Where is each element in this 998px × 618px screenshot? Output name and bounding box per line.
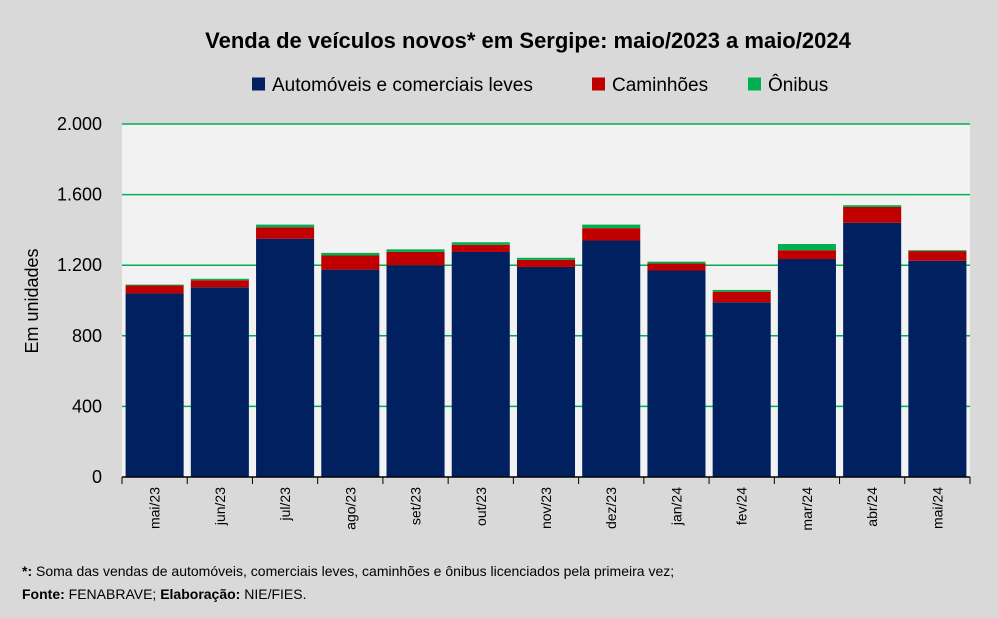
bar-segment-onibus [386,249,445,252]
y-tick-label: 1.600 [57,185,102,205]
axes [121,476,971,484]
x-tick-label: set/23 [408,487,424,525]
x-tick-label: out/23 [473,487,489,526]
footnote-note: *: Soma das vendas de automóveis, comerc… [22,563,674,579]
bar-segment-automoveis [451,251,510,477]
legend-swatch [592,77,605,91]
bar-segment-automoveis [843,222,902,477]
bar-segment-automoveis [777,259,836,477]
bar-segment-caminhoes [777,250,836,260]
legend-swatch [252,77,265,91]
bar-segment-caminhoes [647,263,706,271]
footnote-mark: *: [22,563,33,579]
legend-swatch [748,77,761,91]
legend: Automóveis e comerciais leves Caminhões Ôn… [252,74,828,96]
bar-segment-onibus [582,224,641,229]
x-tick-labels: mai/23 jun/23 jul/23 ago/23 set/23 out/23 nov/… [147,487,946,531]
bar-segment-caminhoes [125,285,184,294]
x-tick-label: abr/24 [864,487,880,527]
bar-segment-automoveis [321,269,380,477]
bar-segment-onibus [321,252,380,256]
bar-segment-caminhoes [451,244,510,252]
y-tick-label: 2.000 [57,114,102,134]
legend-label: Ônibus [768,74,828,96]
y-tick-labels: 0 400 800 1.200 1.600 2.000 [57,114,102,487]
x-tick-label: ago/23 [342,487,358,530]
y-tick-label: 400 [72,396,102,416]
y-tick-label: 0 [92,467,102,487]
x-tick-label: jan/24 [668,487,684,526]
bar-segment-automoveis [386,265,445,477]
bar-segment-automoveis [256,238,315,477]
x-tick-label: dez/23 [603,487,619,529]
legend-label: Caminhões [612,75,708,96]
bar-segment-onibus [516,257,576,260]
bar-segment-caminhoes [582,228,641,241]
bar-segment-caminhoes [712,291,771,303]
bar-segment-automoveis [190,287,249,477]
bar-segment-onibus [647,261,706,264]
x-tick-label: fev/24 [734,487,750,525]
x-tick-label: nov/23 [538,487,554,529]
y-tick-label: 1.200 [57,255,102,275]
legend-label: Automóveis e comerciais leves [272,75,533,96]
bar-segment-onibus [256,224,315,228]
bar-segment-caminhoes [843,206,902,223]
x-tick-label: mai/24 [929,487,945,529]
bar-segment-caminhoes [516,259,576,267]
source-label: Fonte: [22,586,65,602]
y-axis-label: Em unidades [22,248,42,353]
bars [125,205,967,477]
bar-segment-caminhoes [908,251,967,261]
footnote-source: Fonte: FENABRAVE; Elaboração: NIE/FIES. [22,586,306,602]
bar-segment-onibus [777,244,836,251]
bar-segment-onibus [451,242,510,245]
bar-segment-caminhoes [321,255,380,270]
elaboration-label: Elaboração: [160,586,241,602]
bar-segment-automoveis [516,266,576,477]
bar-segment-onibus [908,250,967,252]
bar-segment-automoveis [908,260,967,477]
bar-segment-automoveis [582,240,641,477]
bar-segment-onibus [843,205,902,207]
bar-segment-automoveis [647,270,706,477]
x-tick-label: jul/23 [277,487,293,522]
bar-segment-onibus [190,278,249,281]
bar-segment-caminhoes [386,251,445,266]
footnote-note-text: Soma das vendas de automóveis, comerciai… [32,563,675,579]
bar-segment-automoveis [125,293,184,477]
source-text: FENABRAVE; [64,586,161,602]
x-tick-label: jun/23 [212,487,228,526]
bar-segment-caminhoes [190,280,249,288]
y-tick-label: 800 [72,326,102,346]
x-tick-label: mar/24 [799,487,815,531]
bar-segment-caminhoes [256,227,315,239]
elaboration-text: NIE/FIES. [240,586,307,602]
bar-segment-onibus [125,284,184,286]
bar-segment-automoveis [712,302,771,477]
x-tick-label: mai/23 [147,487,163,529]
chart-title: Venda de veículos novos* em Sergipe: mai… [205,28,851,53]
bar-segment-onibus [712,289,771,292]
